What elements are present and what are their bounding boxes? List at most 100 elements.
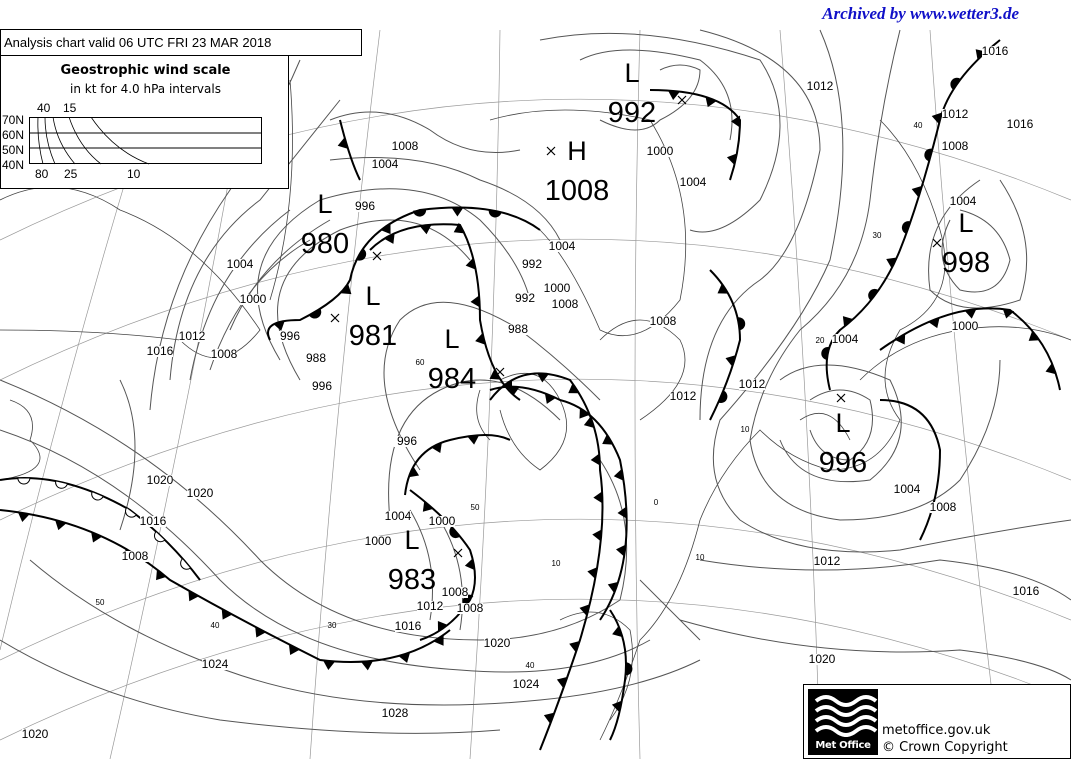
label-bg bbox=[392, 141, 418, 152]
warm-front-semicircle bbox=[821, 347, 830, 360]
label-bg bbox=[395, 621, 421, 632]
cold-front-triangle bbox=[419, 224, 432, 235]
label-bg bbox=[309, 381, 335, 392]
label-bg bbox=[650, 316, 676, 327]
warm-front-semicircle bbox=[308, 308, 322, 319]
centre-type: L bbox=[444, 324, 459, 354]
centre-type: L bbox=[624, 58, 639, 88]
warm-front-semicircle bbox=[950, 77, 961, 90]
isobar-label: 1016 bbox=[982, 44, 1009, 58]
cold-front-triangle bbox=[422, 501, 434, 512]
wind-speed-label: 40 bbox=[526, 661, 535, 670]
cold-front-triangle bbox=[579, 604, 590, 616]
cold-front-triangle bbox=[221, 608, 233, 620]
isobar-label: 1004 bbox=[894, 482, 921, 496]
cold-front-triangle bbox=[717, 283, 729, 294]
label-bg bbox=[982, 46, 1008, 57]
isobar bbox=[679, 619, 1071, 681]
isobar-label: 1012 bbox=[814, 554, 841, 568]
centre-type: L bbox=[365, 281, 380, 311]
isobar-label: 1004 bbox=[549, 239, 576, 253]
coastline bbox=[0, 399, 41, 481]
isobar bbox=[383, 301, 601, 471]
cold-front-triangle bbox=[255, 626, 266, 638]
label-bg bbox=[552, 299, 578, 310]
cold-front-triangle bbox=[380, 223, 391, 235]
label-bg bbox=[549, 241, 575, 252]
label-bg bbox=[147, 475, 173, 486]
label-bg bbox=[394, 436, 420, 447]
low-pressure-centre: L 980 bbox=[301, 189, 382, 261]
isobar bbox=[699, 29, 821, 421]
high-pressure-centre: H 1008 bbox=[545, 136, 610, 207]
label-bg bbox=[950, 196, 976, 207]
meridian bbox=[469, 29, 501, 759]
label-bg bbox=[385, 511, 411, 522]
isobar-label: 1000 bbox=[240, 292, 267, 306]
low-pressure-centre: L 984 bbox=[428, 324, 505, 395]
wind-scale-title: Geostrophic wind scale bbox=[60, 63, 231, 78]
low-pressure-centre: L 992 bbox=[608, 58, 687, 129]
scale-bottom-label: 80 bbox=[35, 167, 49, 181]
cold-front-triangle bbox=[383, 233, 395, 244]
cold-front-triangle bbox=[408, 466, 420, 478]
occluded-front bbox=[339, 119, 361, 181]
cold-front-triangle bbox=[607, 581, 619, 594]
warm-front-semicircle bbox=[901, 221, 912, 234]
cold-front-triangle bbox=[323, 660, 336, 670]
warm-front-semicircle bbox=[125, 506, 137, 518]
warm-front-semicircle bbox=[868, 288, 880, 301]
isobar bbox=[928, 179, 1028, 309]
label-bg bbox=[809, 654, 835, 665]
wind-speed-label: 30 bbox=[873, 231, 882, 240]
wind-speed-label: 30 bbox=[328, 621, 337, 630]
archive-watermark: Archived by www.wetter3.de bbox=[822, 4, 1019, 23]
low-pressure-centre: L 981 bbox=[330, 281, 397, 352]
isobar bbox=[749, 29, 1001, 521]
label-bg bbox=[382, 708, 408, 719]
coastlines bbox=[0, 79, 1071, 741]
website-link[interactable]: metoffice.gov.uk bbox=[882, 723, 991, 738]
isobars bbox=[0, 29, 1071, 734]
isobar-label: 1012 bbox=[179, 329, 206, 343]
scale-lat-label: 70N bbox=[2, 113, 25, 127]
isobar-label: 996 bbox=[355, 199, 375, 213]
label-bg bbox=[140, 516, 166, 527]
cold-front-triangle bbox=[544, 393, 556, 404]
centre-cross-icon bbox=[677, 95, 687, 105]
wind-speed-label: 10 bbox=[552, 559, 561, 568]
isobar bbox=[699, 559, 1071, 601]
isobar-label: 1004 bbox=[372, 157, 399, 171]
label-bg bbox=[1007, 119, 1033, 130]
isobar-label: 1004 bbox=[680, 175, 707, 189]
cold-front-triangle bbox=[431, 442, 442, 454]
isobar-label: 1008 bbox=[122, 549, 149, 563]
label-bg bbox=[352, 201, 378, 212]
label-bg bbox=[303, 353, 329, 364]
cold-front-triangle bbox=[842, 316, 854, 327]
warm-front-semicircle bbox=[355, 248, 367, 261]
label-bg bbox=[942, 109, 968, 120]
isobar-label: 992 bbox=[522, 257, 542, 271]
label-bg bbox=[647, 146, 673, 157]
coastline bbox=[559, 611, 633, 721]
cold-front-triangle bbox=[612, 625, 623, 638]
coastline bbox=[799, 412, 851, 441]
isobar bbox=[229, 219, 331, 331]
isobar-label: 1016 bbox=[140, 514, 167, 528]
isobar-label: 1004 bbox=[227, 257, 254, 271]
label-bg bbox=[680, 177, 706, 188]
label-bg bbox=[202, 659, 228, 670]
label-bg bbox=[457, 603, 483, 614]
cold-front-triangle bbox=[602, 434, 613, 445]
meridian bbox=[634, 29, 641, 759]
label-bg bbox=[952, 321, 978, 332]
cold-front-triangle bbox=[590, 453, 601, 466]
label-bg bbox=[942, 141, 968, 152]
isobar bbox=[388, 379, 561, 521]
isobar bbox=[779, 364, 902, 483]
centre-type: L bbox=[317, 189, 332, 219]
warm-front-semicircle bbox=[717, 390, 728, 403]
met-office-footer: Met Office metoffice.gov.uk © Crown Copy… bbox=[803, 684, 1071, 759]
centre-pressure: 983 bbox=[388, 564, 436, 596]
